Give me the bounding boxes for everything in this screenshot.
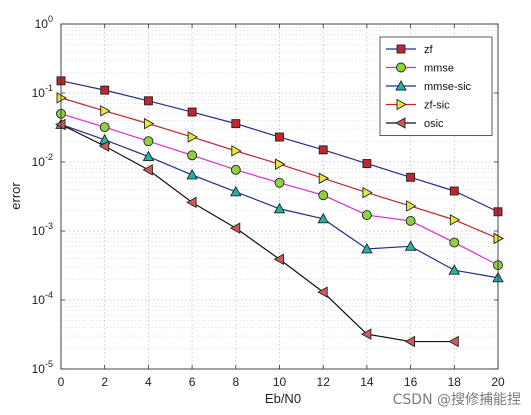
legend-label-mmse-sic: mmse-sic <box>424 81 472 93</box>
data-point-zf <box>362 159 372 168</box>
y-tick-label: 100 <box>35 14 53 31</box>
legend-entry-mmse: mmse <box>386 63 454 75</box>
legend-entry-osic: osic <box>386 117 444 130</box>
data-point-osic <box>360 328 372 340</box>
data-point-zf-sic <box>275 158 286 170</box>
data-point-osic <box>98 140 110 152</box>
data-point-mmse-sic <box>404 240 417 251</box>
tick-labels: 0 2 4 6 8 10 12 14 16 18 20 100 10-1 10-2 10-3 10-4 10-5 <box>32 14 505 389</box>
x-tick-label: 6 <box>189 375 196 389</box>
x-tick-label: 14 <box>360 375 374 389</box>
y-tick-label: 10-4 <box>32 290 53 307</box>
data-point-zf <box>143 96 153 106</box>
data-point-mmse <box>361 210 372 221</box>
series-layer <box>55 76 504 348</box>
data-point-osic <box>142 164 153 176</box>
data-point-zf-sic <box>56 92 67 104</box>
legend-label-zf: zf <box>424 44 434 56</box>
legend-label-osic: osic <box>424 118 444 130</box>
y-tick-label: 10-3 <box>32 221 53 238</box>
data-point-mmse <box>99 122 110 133</box>
data-point-mmse <box>187 150 198 161</box>
x-tick-label: 20 <box>491 375 505 389</box>
legend-marker-osic <box>395 117 406 129</box>
legend-label-mmse: mmse <box>424 63 454 75</box>
x-tick-label: 12 <box>317 375 331 389</box>
x-tick-label: 18 <box>448 375 462 389</box>
y-tick-label: 10-5 <box>32 359 53 376</box>
data-point-mmse <box>318 190 329 201</box>
data-point-osic <box>273 253 284 265</box>
series-line-osic <box>60 123 455 343</box>
series-osic <box>55 118 459 348</box>
data-point-zf-sic <box>493 232 504 245</box>
data-point-osic <box>404 335 416 348</box>
data-point-osic <box>317 286 328 298</box>
data-point-zf <box>100 85 110 95</box>
y-tick-label: 10-2 <box>32 152 53 169</box>
legend-label-zf-sic: zf-sic <box>424 100 450 112</box>
data-point-mmse-sic <box>448 264 461 275</box>
data-point-mmse <box>449 237 460 248</box>
legend-marker-zf <box>396 44 406 54</box>
data-point-mmse <box>274 177 285 188</box>
data-point-zf-sic <box>143 117 155 130</box>
data-point-zf <box>449 186 459 196</box>
x-tick-label: 4 <box>145 375 152 389</box>
data-point-zf-sic <box>406 200 417 212</box>
series-zf-sic <box>56 92 504 245</box>
data-point-mmse <box>230 164 241 175</box>
watermark: CSDN @搜修捕能捏 <box>392 392 521 408</box>
legend-entry-zf: zf <box>386 44 434 56</box>
data-point-zf-sic <box>362 186 373 199</box>
x-tick-label: 8 <box>232 375 239 389</box>
data-point-zf <box>231 119 241 129</box>
data-point-zf-sic <box>187 131 199 143</box>
y-tick-label: 10-1 <box>32 83 53 100</box>
series-mmse <box>56 108 503 271</box>
legend-marker-mmse <box>396 62 406 73</box>
data-point-zf-sic <box>318 172 330 185</box>
data-point-zf <box>406 172 416 182</box>
data-point-zf <box>318 145 328 155</box>
data-point-mmse-sic <box>317 212 329 224</box>
y-axis-label: error <box>8 182 23 210</box>
data-point-mmse-sic <box>273 202 286 214</box>
data-point-osic <box>186 196 197 209</box>
data-point-mmse-sic <box>186 168 198 180</box>
data-point-mmse-sic <box>361 242 373 254</box>
x-tick-label: 10 <box>273 375 287 389</box>
legend-entry-zf-sic: zf-sic <box>386 98 450 112</box>
data-point-mmse <box>143 136 154 147</box>
axes <box>60 23 499 370</box>
data-point-zf <box>275 132 284 142</box>
data-point-zf <box>187 107 197 117</box>
x-tick-label: 0 <box>58 375 65 389</box>
legend-entry-mmse-sic: mmse-sic <box>386 80 472 93</box>
data-point-zf-sic <box>231 145 242 157</box>
data-point-mmse-sic <box>142 150 155 161</box>
x-tick-label: 2 <box>101 375 108 389</box>
legend: zf mmse mmse-sic zf-sic osic <box>379 36 493 136</box>
x-tick-label: 16 <box>404 375 418 389</box>
data-point-zf-sic <box>100 105 111 117</box>
data-point-osic <box>55 118 66 131</box>
data-point-mmse <box>405 215 416 226</box>
data-point-mmse-sic <box>230 185 242 197</box>
x-axis-label: Eb/N0 <box>265 391 301 406</box>
legend-marker-mmse-sic <box>395 80 407 91</box>
legend-marker-zf-sic <box>396 98 407 111</box>
data-point-osic <box>229 222 241 234</box>
data-point-zf-sic <box>449 214 461 226</box>
data-point-osic <box>448 335 459 348</box>
